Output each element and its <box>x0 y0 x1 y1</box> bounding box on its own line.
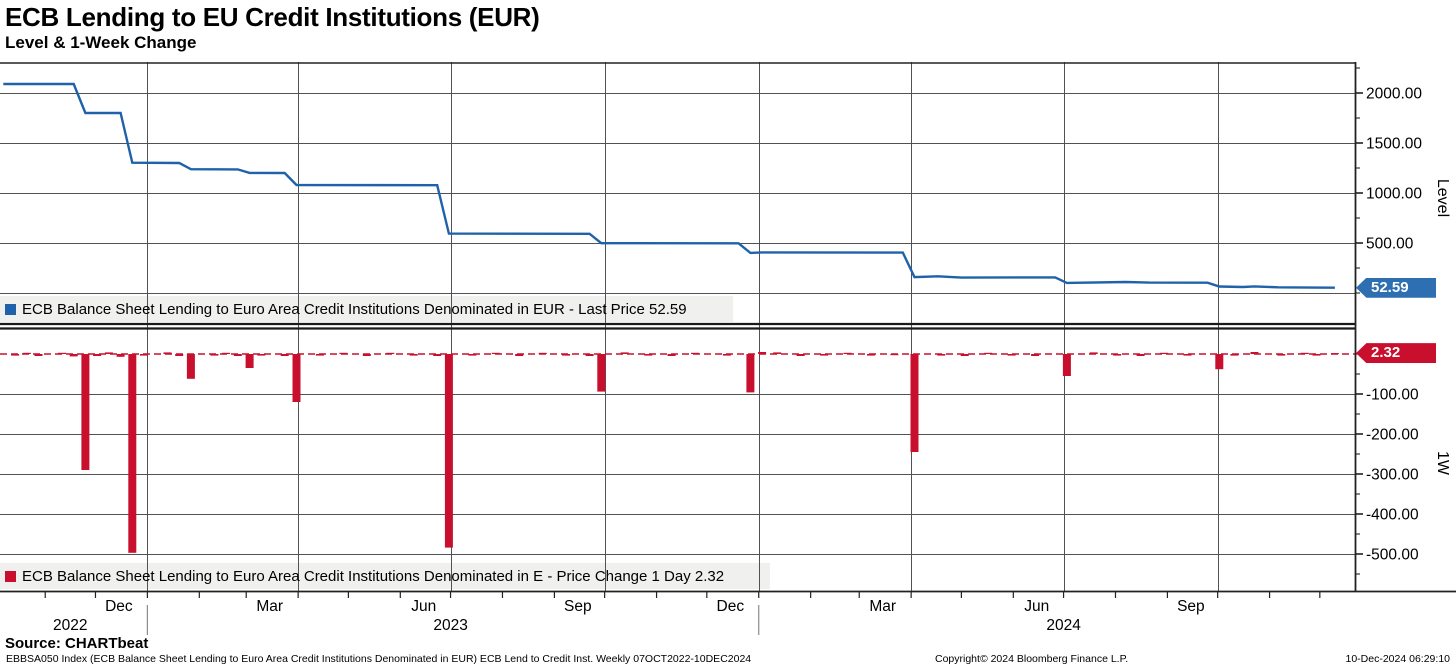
change-bar <box>128 354 137 553</box>
change-bar <box>820 354 829 356</box>
timestamp: 10-Dec-2024 06:29:10 <box>1345 653 1451 665</box>
change-bar <box>644 354 653 356</box>
level-last-price-tag: 52.59 <box>1356 277 1436 298</box>
change-bar <box>1007 354 1016 356</box>
change-bar <box>746 354 755 393</box>
month-label: Dec <box>717 598 745 615</box>
change-bar <box>362 354 371 356</box>
level-legend-label: ECB Balance Sheet Lending to Euro Area C… <box>22 300 687 318</box>
month-label: Dec <box>105 598 133 615</box>
change-bar <box>1062 354 1071 376</box>
month-label: Sep <box>1177 598 1205 615</box>
change-series-marker <box>5 570 16 582</box>
change-bar <box>910 354 919 452</box>
year-label: 2023 <box>433 617 467 634</box>
year-label: 2022 <box>53 617 87 634</box>
change-bar <box>796 354 805 356</box>
change-axis-title: 1W <box>1434 451 1451 475</box>
month-label: Jun <box>1024 598 1049 615</box>
y-tick-label: -300.00 <box>1366 467 1419 484</box>
y-tick-label: -100.00 <box>1366 387 1419 404</box>
change-bar <box>245 354 254 368</box>
source-label: Source: CHARTbeat <box>5 635 149 652</box>
y-tick-label: -200.00 <box>1366 427 1419 444</box>
x-axis-month-labels: Dec Mar Jun Sep Dec Mar Jun Sep <box>105 598 1205 615</box>
change-bar <box>597 354 606 392</box>
change-bar <box>773 352 782 354</box>
change-bar <box>1250 352 1259 354</box>
change-bar <box>515 354 524 356</box>
change-bar <box>1031 354 1040 356</box>
page-title: ECB Lending to EU Credit Institutions (E… <box>5 2 540 32</box>
change-last-price-tag: 2.32 <box>1356 343 1436 364</box>
y-tick-label: -400.00 <box>1366 507 1419 524</box>
y-tick-label: 500.00 <box>1366 236 1414 253</box>
change-legend: ECB Balance Sheet Lending to Euro Area C… <box>0 563 775 589</box>
level-legend-strip <box>0 296 733 322</box>
vertical-gridlines <box>147 62 1219 591</box>
fineprint-row: EBBSA050 Index (ECB Balance Sheet Lendin… <box>0 653 1456 666</box>
change-bar <box>1160 352 1169 354</box>
change-bar <box>984 352 993 354</box>
change-bar <box>620 352 629 354</box>
change-bar <box>585 354 594 356</box>
change-bar <box>444 354 453 548</box>
copyright-notice: Copyright© 2024 Bloomberg Finance L.P. <box>935 653 1129 665</box>
x-axis-ticks <box>44 592 1321 598</box>
change-bar <box>280 354 289 356</box>
y-tick-label: 1000.00 <box>1366 186 1422 203</box>
change-bar <box>1136 354 1145 356</box>
change-bar <box>81 354 90 470</box>
month-label: Sep <box>564 598 592 615</box>
change-bar <box>104 352 113 354</box>
change-bar <box>1183 354 1192 356</box>
month-label: Mar <box>869 598 896 615</box>
change-bar <box>233 354 242 356</box>
x-axis-year-labels: 2022 2023 2024 <box>53 617 1081 634</box>
change-bar <box>186 354 195 379</box>
change-bar <box>257 354 266 356</box>
change-bar <box>1215 354 1224 370</box>
y-axis-labels: 2000.00 1500.00 1000.00 500.00 -100.00 -200.0… <box>1355 67 1422 575</box>
change-bar <box>34 354 43 356</box>
change-bar <box>116 354 125 357</box>
month-label: Jun <box>411 598 436 615</box>
security-description: EBBSA050 Index (ECB Balance Sheet Lendin… <box>6 653 752 665</box>
change-bar <box>758 352 767 354</box>
y-tick-label: 2000.00 <box>1366 86 1422 103</box>
y-tick-label: -500.00 <box>1366 547 1419 564</box>
change-bar <box>69 354 78 357</box>
y-tick-label: 1500.00 <box>1366 136 1422 153</box>
change-legend-label: ECB Balance Sheet Lending to Euro Area C… <box>22 567 725 585</box>
change-bar <box>175 354 184 356</box>
change-bar <box>960 354 969 356</box>
change-bar <box>468 354 477 356</box>
change-legend-strip <box>0 563 770 589</box>
change-bar <box>292 354 301 402</box>
change-bar <box>1312 354 1321 356</box>
level-axis-title: Level <box>1434 178 1451 218</box>
change-bar <box>433 354 442 356</box>
level-legend: ECB Balance Sheet Lending to Euro Area C… <box>0 296 738 322</box>
change-bar <box>93 354 102 356</box>
change-bar <box>667 354 676 356</box>
month-label: Mar <box>256 598 283 615</box>
level-line <box>3 82 1335 289</box>
page-subtitle: Level & 1-Week Change <box>5 33 197 52</box>
chart-plot-area: 2000.00 1500.00 1000.00 500.00 -100.00 -200.0… <box>0 62 1456 635</box>
year-label: 2024 <box>1046 617 1081 634</box>
level-series-marker <box>5 303 16 315</box>
change-bars <box>11 352 1339 553</box>
